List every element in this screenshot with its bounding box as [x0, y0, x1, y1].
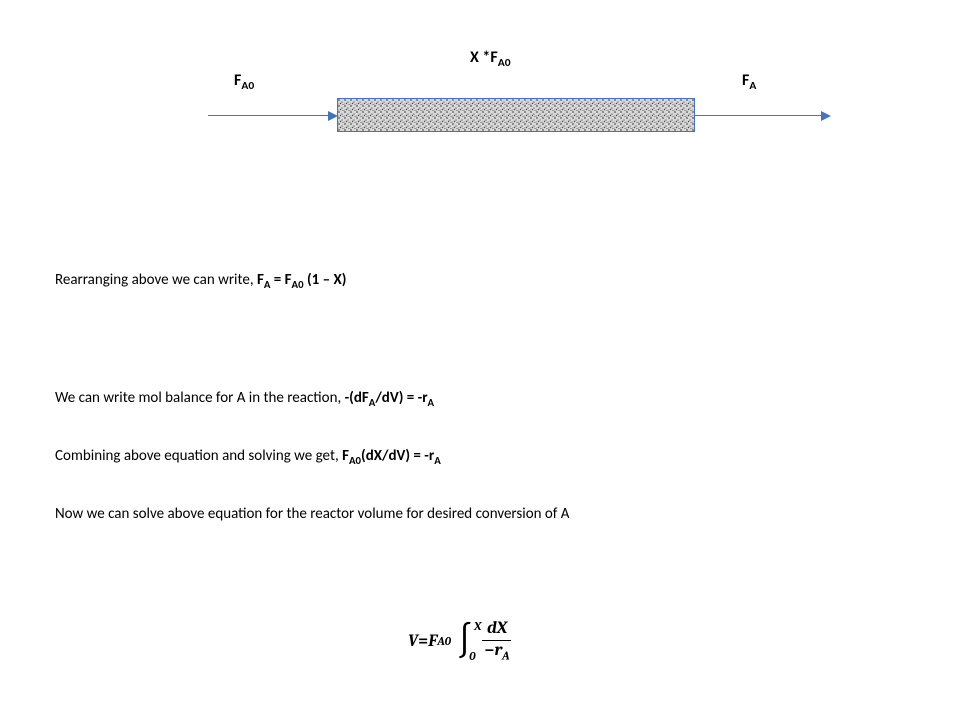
page: X *FA0 FA0 FA: [0, 0, 979, 728]
reactor-diagram: X *FA0 FA0 FA: [0, 0, 979, 180]
paragraph-3: Combining above equation and solving we …: [55, 447, 924, 468]
p1-b: F: [257, 271, 264, 289]
p2-a: We can write mol balance for A in the re…: [55, 389, 345, 407]
p2-b: -(dF: [345, 389, 369, 407]
eq-equals: =: [418, 632, 428, 651]
label-outlet: FA: [742, 71, 756, 93]
eq-int-lower: 0: [469, 649, 476, 663]
eq-den: −rA: [482, 642, 511, 662]
label-inlet: FA0: [234, 71, 254, 93]
granite-pattern-icon: [338, 99, 694, 131]
label-inlet-sub: A0: [241, 79, 254, 93]
p3-b-sub: A0: [349, 454, 361, 467]
integral-icon: ∫ X 0: [457, 623, 472, 659]
paragraph-1: Rearranging above we can write, FA = FA0…: [55, 271, 924, 292]
paragraph-4: Now we can solve above equation for the …: [55, 505, 924, 525]
p1-d: (1 – X): [304, 271, 347, 289]
arrow-out-shaft: [695, 115, 821, 116]
eq-den-minus: −: [484, 641, 494, 660]
eq-F-sub: A0: [437, 634, 451, 648]
eq-num: dX: [485, 620, 509, 639]
eq-int-upper: X: [474, 619, 481, 633]
p3-c-sub: A: [434, 454, 441, 467]
eq-den-r: r: [494, 641, 502, 660]
label-consumption: X *FA0: [470, 48, 511, 70]
p1-c-sub: A0: [292, 278, 304, 291]
eq-den-r-sub: A: [502, 648, 509, 662]
arrow-in-shaft: [208, 115, 328, 116]
eq-F: F: [428, 632, 437, 651]
paragraph-2: We can write mol balance for A in the re…: [55, 389, 924, 410]
volume-equation: V = FA0 ∫ X 0 dX −rA: [408, 620, 511, 662]
p2-c-sub: A: [428, 396, 435, 409]
p4-text: Now we can solve above equation for the …: [55, 505, 924, 525]
reactor-body: [337, 98, 695, 132]
label-consumption-text: X *F: [470, 48, 498, 67]
arrow-out-head: [821, 111, 831, 121]
label-consumption-sub: A0: [498, 56, 511, 70]
p3-a: Combining above equation and solving we …: [55, 447, 342, 465]
p1-a: Rearranging above we can write,: [55, 271, 257, 289]
p1-c: = F: [270, 271, 291, 289]
eq-fraction: dX −rA: [482, 620, 511, 662]
label-outlet-sub: A: [749, 79, 756, 93]
eq-V: V: [408, 632, 418, 651]
p2-c: /dV) = -r: [375, 389, 427, 407]
p3-b: F: [342, 447, 349, 465]
p3-c: (dX/dV) = -r: [361, 447, 434, 465]
